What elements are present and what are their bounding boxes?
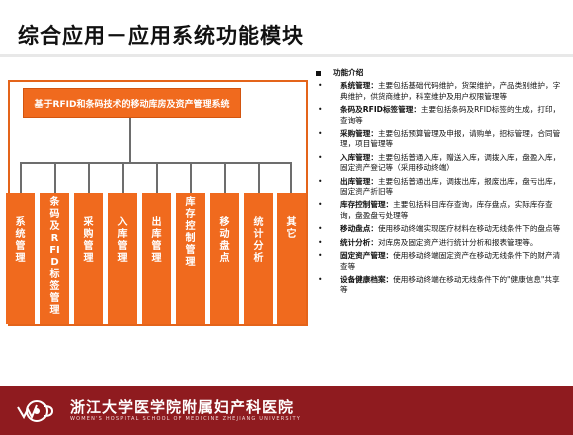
hospital-name: 浙江大学医学院附属妇产科医院 — [70, 398, 295, 416]
list-item: • 系统管理：主要包括基础代码维护，货架维护，产品类别维护，字典维护，供货商维护，… — [318, 81, 561, 101]
connector-drop-2 — [54, 162, 56, 194]
connector-drop-8 — [258, 162, 260, 194]
connector-drop-9 — [290, 162, 292, 194]
connector-drop-1 — [20, 162, 22, 194]
list-item: • 入库管理：主要包括普通入库，赠送入库，调拨入库，盘盈入库，固定资产登记等（采用… — [318, 152, 561, 173]
module-inventory-control: 库存控制管理 — [176, 193, 205, 324]
hospital-logo-icon — [17, 400, 54, 422]
hospital-name-english: WOMEN'S HOSPITAL SCHOOL OF MEDICINE ZHEJ… — [70, 416, 301, 422]
module-barcode-rfid: 条码及RFID标签管理 — [40, 193, 69, 324]
footer-bar — [0, 386, 573, 435]
system-banner: 基于RFID和条码技术的移动库房及资产管理系统 — [23, 88, 241, 118]
connector-drop-5 — [156, 162, 158, 194]
title-divider — [0, 54, 573, 57]
module-statistics: 统计分析 — [244, 193, 273, 324]
module-purchasing: 采购管理 — [74, 193, 103, 324]
module-other: 其它 — [277, 193, 306, 324]
list-item: • 固定资产管理：使用移动终端固定资产在移动无线条件下的财产清查等 — [318, 251, 561, 271]
list-item: • 出库管理：主要包括普通出库，调拨出库，报废出库，盘亏出库，固定资产折旧等 — [318, 176, 561, 197]
connector-drop-4 — [122, 162, 124, 194]
description-heading: 功能介绍 — [316, 68, 566, 78]
square-bullet-icon — [316, 70, 321, 76]
function-description: 功能介绍 • 系统管理：主要包括基础代码维护，货架维护，产品类别维护，字典维护，供… — [316, 68, 566, 299]
list-item: • 条码及RFID标签管理：主要包括条码及RFID标签的生成，打印，查询等 — [318, 105, 561, 125]
connector-vertical-main — [129, 118, 131, 162]
connector-drop-6 — [190, 162, 192, 194]
module-outbound: 出库管理 — [142, 193, 171, 324]
list-item: • 采购管理：主要包括预算管理及申报，请购单，招标管理，合同管理，项目管理等 — [318, 129, 561, 149]
module-system-management: 系统管理 — [6, 193, 35, 324]
connector-drop-7 — [224, 162, 226, 194]
module-mobile-stocktake: 移动盘点 — [210, 193, 239, 324]
connector-drop-3 — [88, 162, 90, 194]
list-item: • 统计分析：对库房及固定资产进行统计分析和报表管理等。 — [318, 237, 538, 247]
connector-horizontal — [20, 162, 291, 164]
module-inbound: 入库管理 — [108, 193, 137, 324]
list-item: • 库存控制管理：主要包括科目库存查询，库存盘点，实际库存查询，盘盈盘亏处理等 — [318, 200, 553, 220]
list-item: • 移动盘点：使用移动终端实现医疗材料在移动无线条件下的盘点等 — [318, 224, 561, 234]
page-title: 综合应用－应用系统功能模块 — [18, 24, 304, 48]
list-item: • 设备健康档案：使用移动终端在移动无线条件下的"健康信息"共享等 — [318, 274, 560, 295]
